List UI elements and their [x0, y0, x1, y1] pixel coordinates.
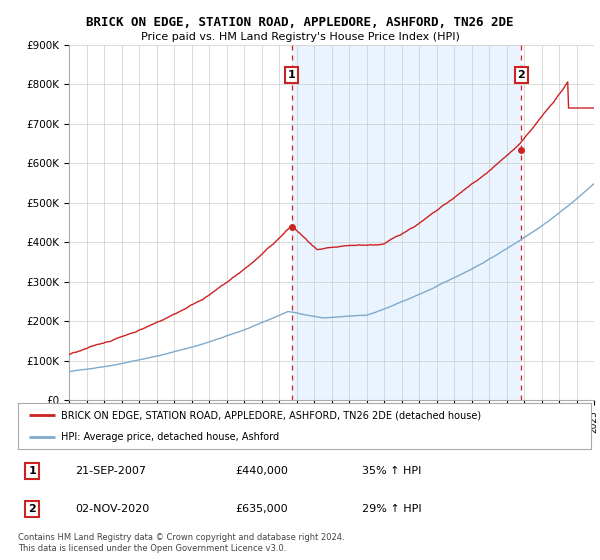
Text: 35% ↑ HPI: 35% ↑ HPI	[362, 466, 421, 476]
Text: HPI: Average price, detached house, Ashford: HPI: Average price, detached house, Ashf…	[61, 432, 279, 442]
Text: 21-SEP-2007: 21-SEP-2007	[76, 466, 146, 476]
Text: 02-NOV-2020: 02-NOV-2020	[76, 504, 149, 514]
Text: 1: 1	[28, 466, 36, 476]
Text: £635,000: £635,000	[236, 504, 289, 514]
Bar	[292, 45, 521, 400]
Text: Price paid vs. HM Land Registry's House Price Index (HPI): Price paid vs. HM Land Registry's House …	[140, 32, 460, 43]
Text: Contains HM Land Registry data © Crown copyright and database right 2024.
This d: Contains HM Land Registry data © Crown c…	[18, 533, 344, 553]
Text: BRICK ON EDGE, STATION ROAD, APPLEDORE, ASHFORD, TN26 2DE: BRICK ON EDGE, STATION ROAD, APPLEDORE, …	[86, 16, 514, 29]
Text: £440,000: £440,000	[236, 466, 289, 476]
Text: 2: 2	[28, 504, 36, 514]
Text: BRICK ON EDGE, STATION ROAD, APPLEDORE, ASHFORD, TN26 2DE (detached house): BRICK ON EDGE, STATION ROAD, APPLEDORE, …	[61, 410, 481, 420]
Text: 2: 2	[517, 70, 525, 80]
Text: 29% ↑ HPI: 29% ↑ HPI	[362, 504, 421, 514]
Text: 1: 1	[288, 70, 295, 80]
